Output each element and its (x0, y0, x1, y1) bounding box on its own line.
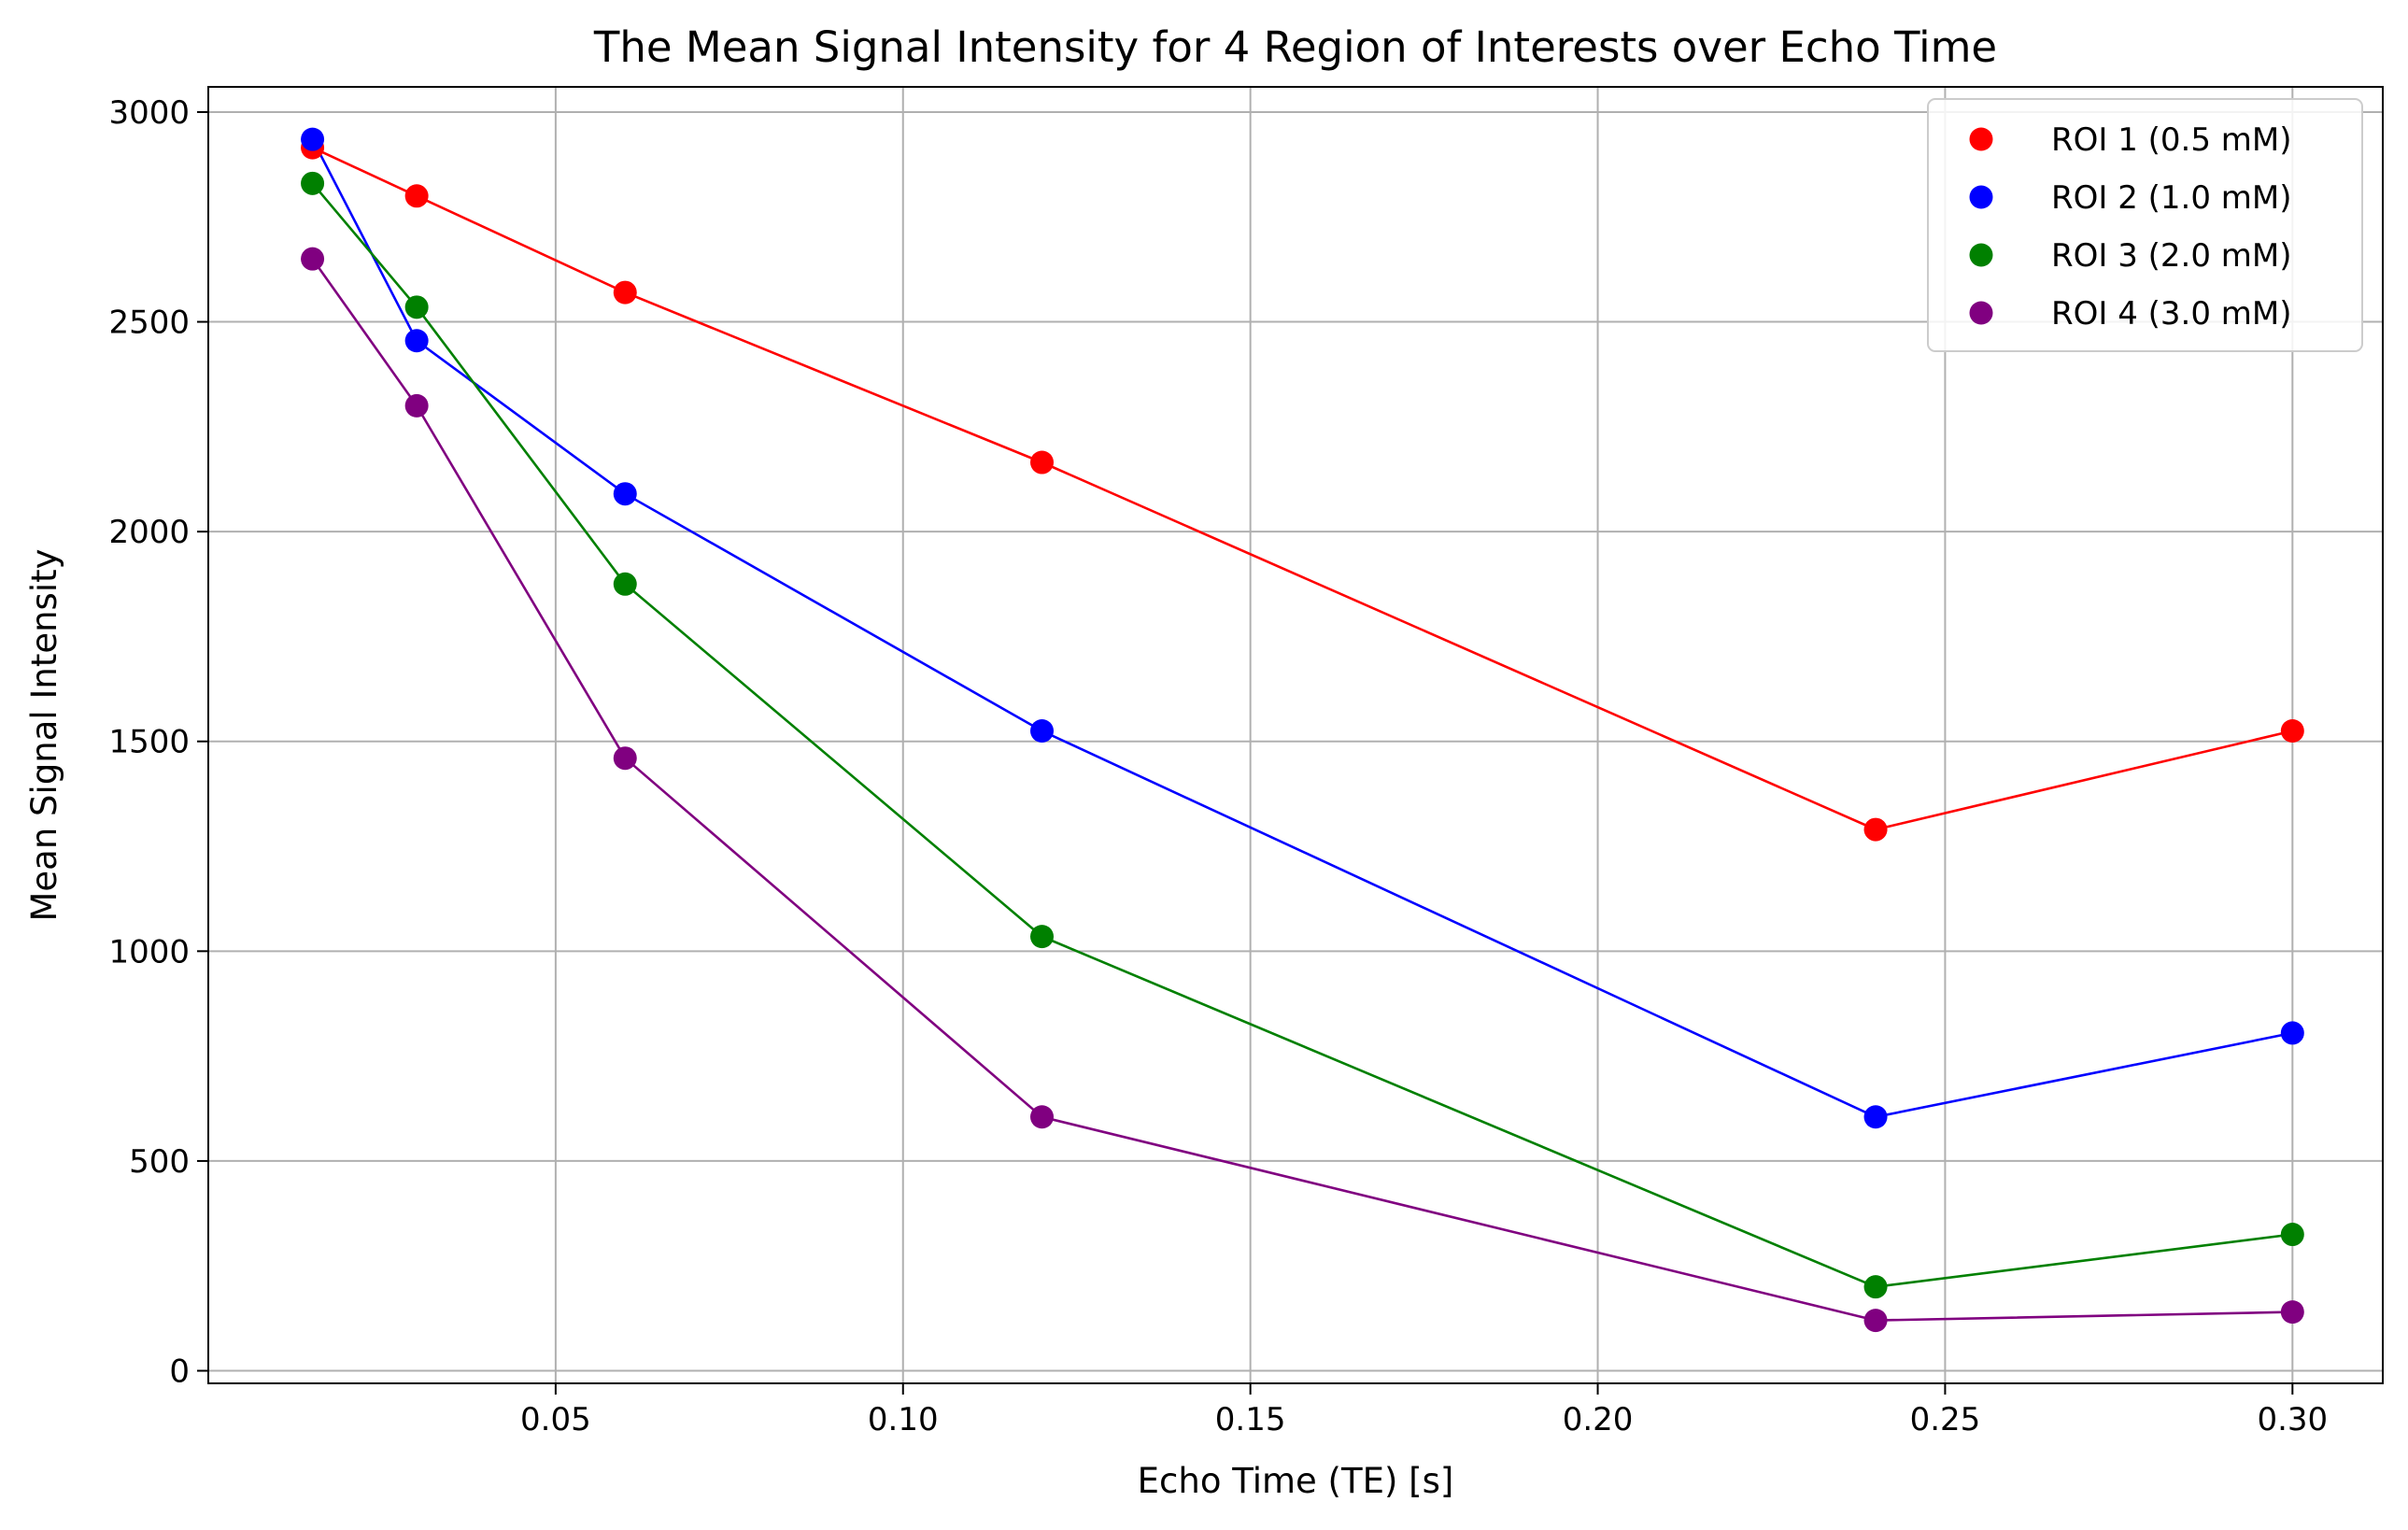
x-tick-label: 0.10 (868, 1401, 939, 1438)
legend-marker (1969, 185, 1993, 209)
legend: ROI 1 (0.5 mM) ROI 2 (1.0 mM) ROI 3 (2.0 m… (1927, 98, 2363, 352)
series-lines (311, 138, 2293, 1322)
data-point-roi-2 (1863, 1105, 1888, 1129)
legend-label: ROI 2 (1.0 mM) (2051, 179, 2292, 217)
x-tick-label: 0.15 (1215, 1401, 1286, 1438)
data-point-roi-4 (1863, 1309, 1888, 1333)
legend-label: ROI 1 (0.5 mM) (2051, 121, 2292, 159)
y-tick-label: 2000 (108, 514, 190, 551)
series-line-roi-4 (311, 258, 2293, 1322)
data-point-roi-4 (2280, 1300, 2304, 1325)
x-tick-label: 0.20 (1563, 1401, 1634, 1438)
data-point-roi-3 (404, 295, 429, 319)
data-point-roi-4 (613, 746, 637, 771)
data-point-roi-4 (1030, 1105, 1055, 1129)
y-tick-label: 500 (129, 1143, 190, 1181)
y-axis: 0 500 1000 1500 2000 2500 3000 (108, 94, 208, 1391)
plot-frame (207, 86, 2384, 1384)
y-axis-label: Mean Signal Intensity (24, 548, 64, 921)
data-point-roi-2 (404, 329, 429, 353)
data-point-roi-4 (404, 393, 429, 418)
y-tick-label: 1500 (108, 724, 190, 761)
y-tick-label: 2500 (108, 305, 190, 342)
data-point-roi-1 (1863, 817, 1888, 842)
data-point-roi-2 (1030, 719, 1055, 744)
data-point-roi-2 (301, 127, 325, 151)
legend-label: ROI 4 (3.0 mM) (2051, 295, 2292, 333)
series-line-roi-2 (311, 138, 2293, 1119)
data-point-roi-3 (2280, 1223, 2304, 1247)
data-point-roi-1 (404, 184, 429, 208)
legend-marker (1969, 243, 1993, 267)
data-point-roi-3 (1030, 925, 1055, 949)
grid (208, 87, 2383, 1383)
legend-box (1927, 98, 2363, 352)
data-point-roi-3 (1863, 1275, 1888, 1299)
x-tick-label: 0.05 (520, 1401, 591, 1438)
chart-title: The Mean Signal Intensity for 4 Region o… (593, 22, 1997, 72)
data-point-roi-3 (613, 572, 637, 596)
x-axis: 0.05 0.10 0.15 0.20 0.25 0.30 (520, 1383, 2328, 1438)
y-tick-label: 1000 (108, 933, 190, 970)
data-point-roi-1 (1030, 450, 1055, 475)
data-point-roi-2 (613, 482, 637, 506)
legend-marker (1969, 301, 1993, 325)
data-point-roi-1 (2280, 719, 2304, 744)
data-point-roi-1 (613, 280, 637, 305)
x-tick-label: 0.25 (1910, 1401, 1981, 1438)
legend-marker (1969, 127, 1993, 151)
data-point-roi-4 (301, 247, 325, 271)
y-tick-label: 3000 (108, 94, 190, 132)
x-tick-label: 0.30 (2257, 1401, 2328, 1438)
y-tick-label: 0 (169, 1353, 190, 1391)
legend-label: ROI 3 (2.0 mM) (2051, 237, 2292, 275)
x-axis-label: Echo Time (TE) [s] (1138, 1461, 1454, 1501)
series-points (301, 127, 2304, 1333)
data-point-roi-2 (2280, 1021, 2304, 1045)
data-point-roi-3 (301, 171, 325, 195)
series-line-roi-3 (311, 182, 2293, 1289)
series-line-roi-1 (312, 146, 2293, 831)
